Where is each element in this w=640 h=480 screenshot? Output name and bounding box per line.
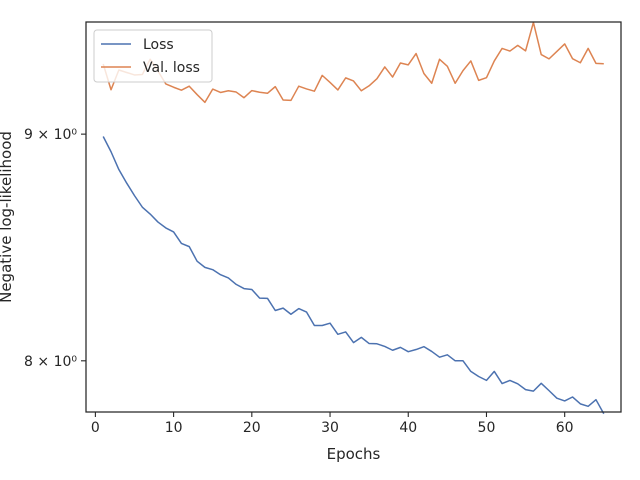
series-line-1: [102, 136, 605, 415]
x-tick-label: 30: [321, 420, 339, 436]
y-tick-label: 9 × 10⁰: [24, 127, 77, 143]
x-axis-ticks: 0 10 20 30 40 50 60: [91, 412, 574, 436]
legend-box: [93, 29, 213, 83]
x-tick-label: 40: [399, 420, 417, 436]
legend-label-2: Val. loss: [143, 60, 200, 76]
x-tick-label: 60: [556, 420, 574, 436]
x-tick-label: 20: [243, 420, 261, 436]
y-tick-label: 8 × 10⁰: [24, 354, 77, 370]
x-axis-label: Epochs: [327, 445, 381, 463]
legend-label-1: Loss: [143, 37, 174, 53]
series-line-2: [102, 21, 604, 104]
x-tick-label: 10: [165, 420, 183, 436]
plot-frame: [85, 21, 622, 413]
x-tick-label: 0: [91, 420, 100, 436]
x-tick-label: 50: [478, 420, 496, 436]
legend: Loss Val. loss: [93, 29, 213, 83]
y-axis-label: Negative log-likelihood: [0, 131, 15, 303]
chart-marks: [102, 21, 605, 415]
y-axis-ticks: 8 × 10⁰ 9 × 10⁰: [24, 127, 86, 370]
